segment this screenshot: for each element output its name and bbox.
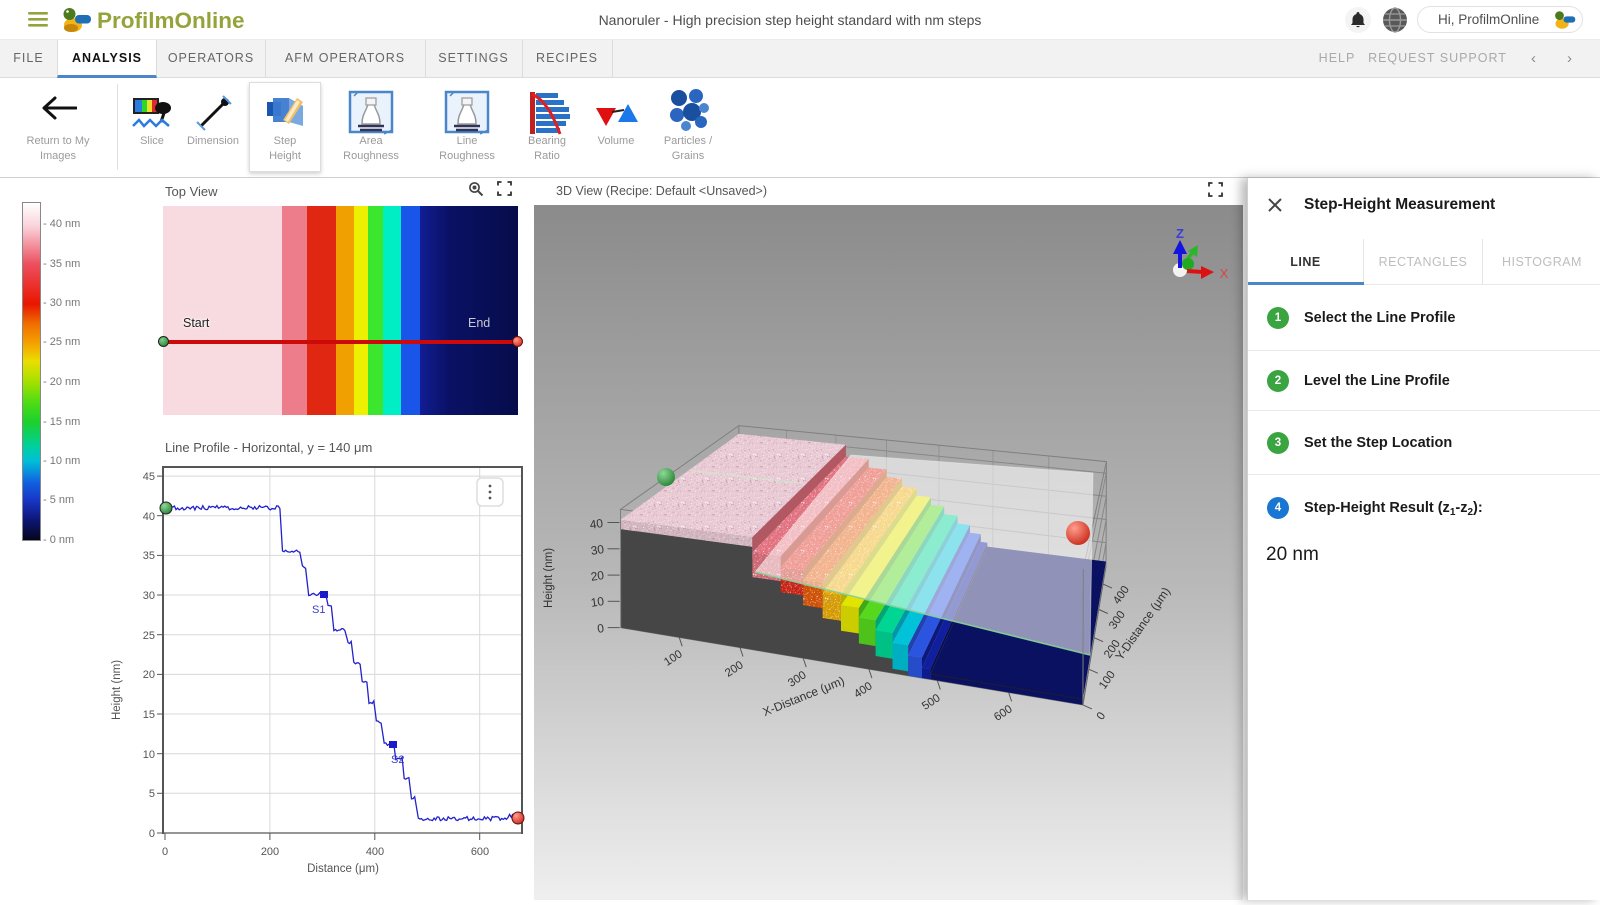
svg-text:35: 35	[143, 550, 155, 562]
svg-text:40: 40	[143, 511, 155, 523]
svg-text:40: 40	[589, 516, 604, 532]
svg-text:15: 15	[143, 709, 155, 721]
svg-text:Distance (μm): Distance (μm)	[307, 863, 379, 875]
svg-text:0: 0	[596, 621, 605, 636]
svg-text:500: 500	[920, 692, 943, 713]
svg-text:45: 45	[143, 471, 155, 483]
svg-text:X: X	[1220, 266, 1229, 281]
svg-text:400: 400	[852, 680, 875, 701]
svg-text:20: 20	[143, 669, 155, 681]
svg-text:Height (nm): Height (nm)	[543, 548, 555, 608]
svg-text:400: 400	[1111, 584, 1132, 607]
svg-text:S2: S2	[391, 754, 404, 766]
svg-text:0: 0	[1095, 710, 1109, 722]
svg-text:0: 0	[149, 828, 155, 840]
svg-text:600: 600	[992, 703, 1015, 724]
svg-text:100: 100	[662, 648, 685, 669]
svg-text:5: 5	[149, 788, 155, 800]
svg-text:300: 300	[1107, 609, 1128, 632]
svg-text:20: 20	[590, 568, 605, 584]
svg-text:10: 10	[143, 749, 155, 761]
svg-text:10: 10	[590, 594, 605, 610]
svg-text:Height (nm): Height (nm)	[111, 660, 123, 720]
svg-text:Z: Z	[1176, 226, 1184, 241]
svg-text:200: 200	[261, 846, 279, 858]
svg-text:30: 30	[590, 542, 605, 558]
svg-text:600: 600	[471, 846, 489, 858]
svg-text:100: 100	[1097, 669, 1118, 692]
svg-text:0: 0	[162, 846, 168, 858]
svg-text:300: 300	[786, 669, 809, 690]
svg-text:25: 25	[143, 630, 155, 642]
svg-text:30: 30	[143, 590, 155, 602]
svg-text:S1: S1	[312, 604, 325, 616]
svg-text:400: 400	[366, 846, 384, 858]
svg-text:200: 200	[723, 659, 746, 680]
